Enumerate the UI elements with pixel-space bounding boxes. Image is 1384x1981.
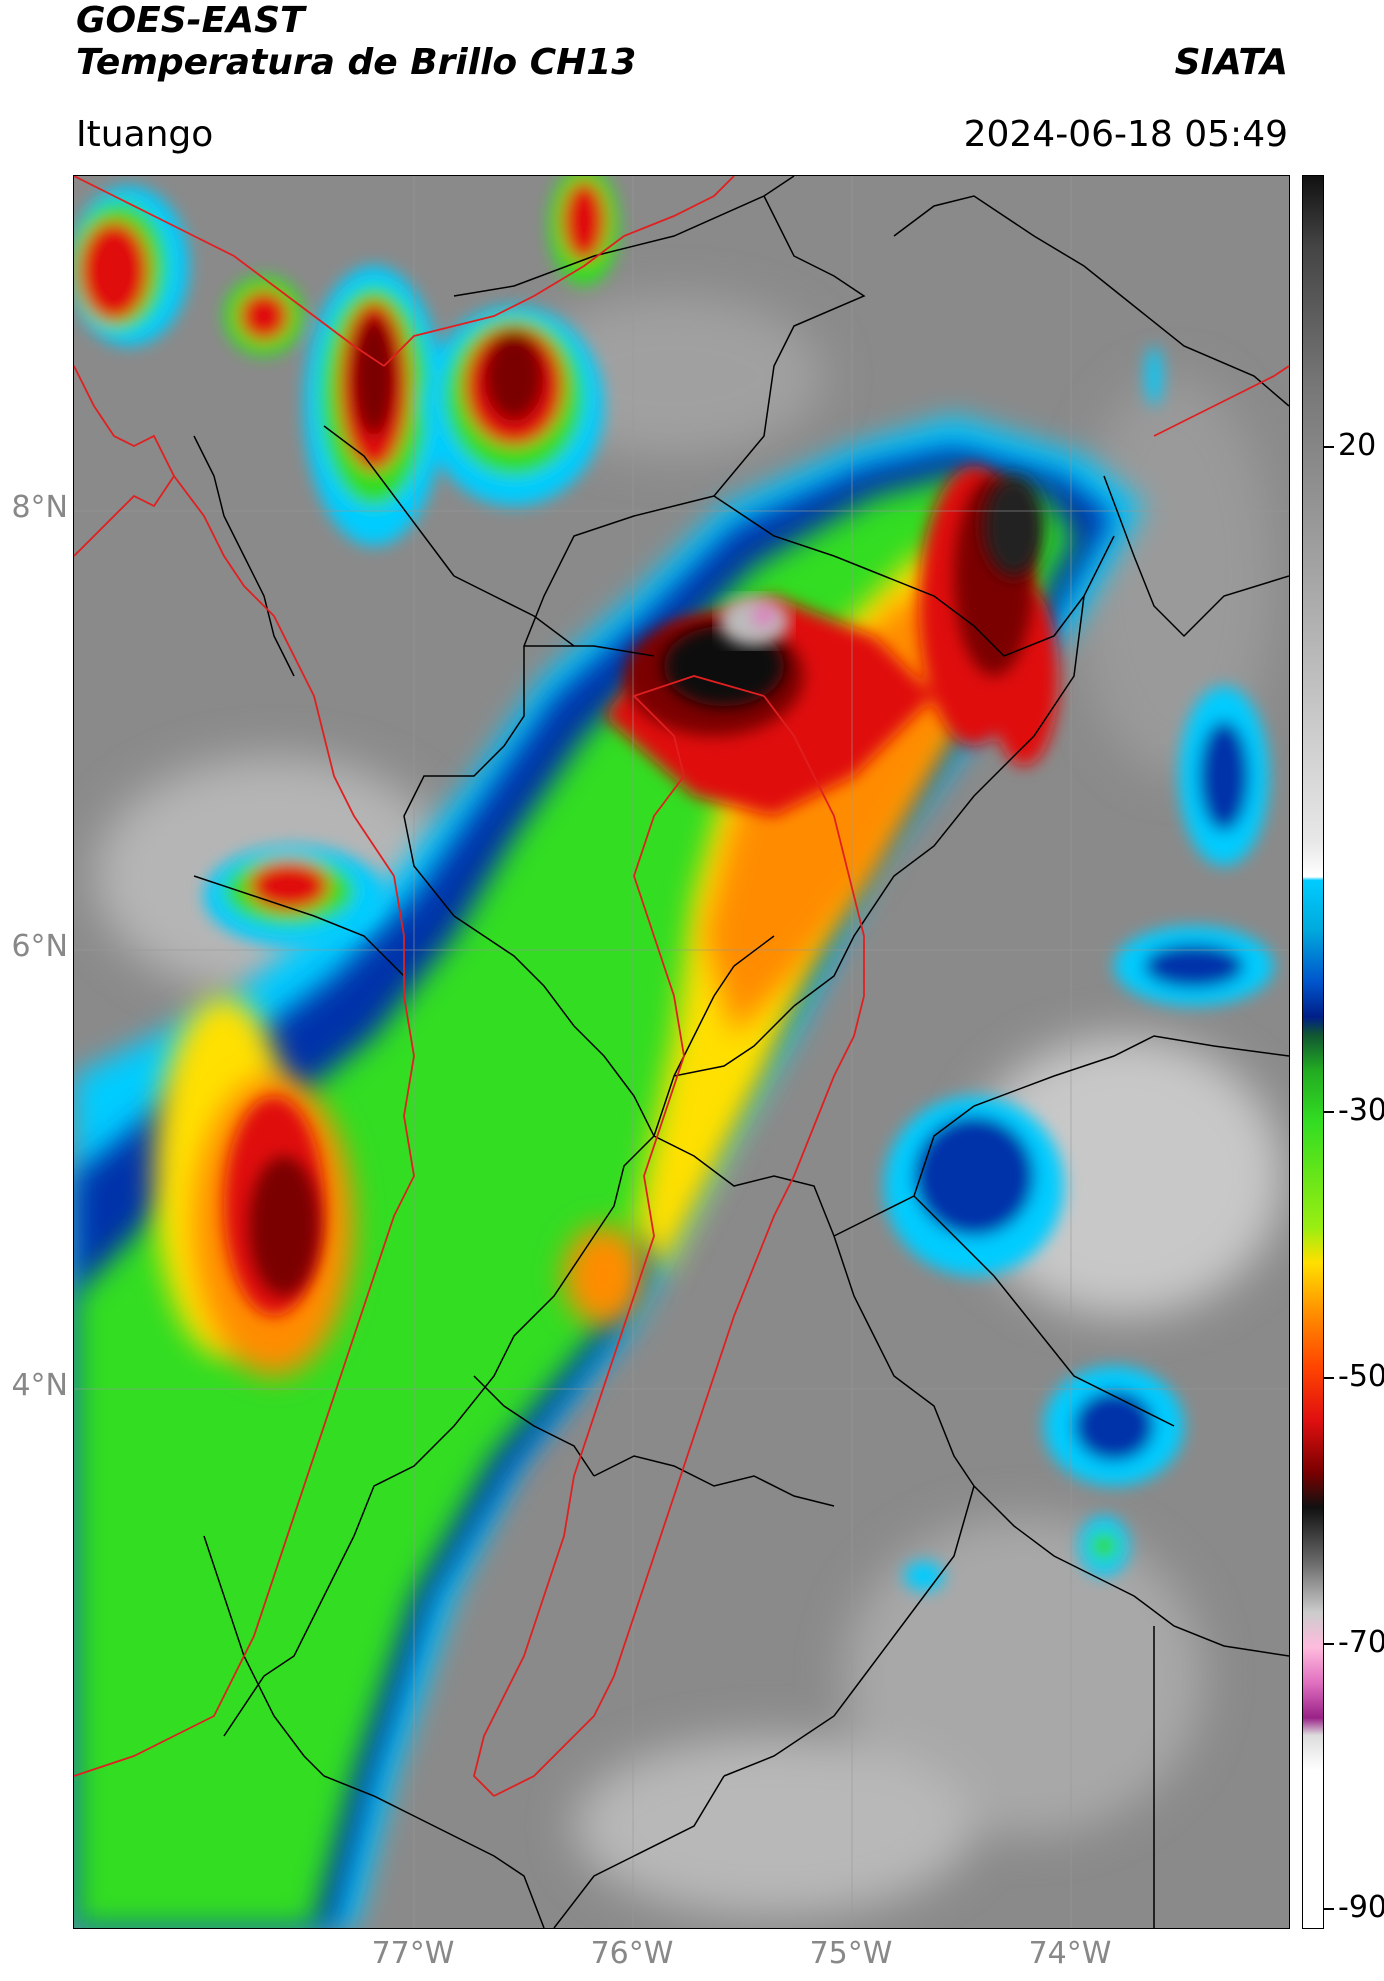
convective-band (74, 416, 1144, 1928)
colorbar-label-20: 20 (1338, 428, 1377, 463)
map-canvas (74, 176, 1289, 1928)
colorbar-tick-m50 (1324, 1377, 1334, 1379)
organization-label: SIATA (1174, 42, 1288, 83)
department-boundaries (193, 176, 1289, 1928)
timestamp-label: 2024-06-18 05:49 (963, 114, 1288, 155)
east-scattered-cells (884, 346, 1274, 1591)
satellite-map (73, 175, 1290, 1929)
colorbar-tick-m90 (1324, 1908, 1334, 1910)
colorbar-label-m50: -50 (1338, 1359, 1384, 1394)
national-boundaries (74, 176, 1289, 1797)
lon-label-74w: 74°W (1028, 1936, 1112, 1971)
lat-label-4n: 4°N (11, 1368, 68, 1403)
lon-label-75w: 75°W (809, 1936, 893, 1971)
temperature-colorbar (1302, 175, 1324, 1929)
lat-label-6n: 6°N (11, 929, 68, 964)
colorbar-label-m30: -30 (1338, 1093, 1384, 1128)
location-label: Ituango (76, 114, 214, 155)
colorbar-label-m90: -90 (1338, 1890, 1384, 1925)
title-line1: GOES-EAST (76, 0, 305, 41)
colorbar-label-m70: -70 (1338, 1625, 1384, 1660)
lon-label-77w: 77°W (371, 1936, 455, 1971)
colorbar-tick-20 (1324, 446, 1334, 448)
lat-label-8n: 8°N (11, 490, 68, 525)
lon-label-76w: 76°W (590, 1936, 674, 1971)
colorbar-tick-m70 (1324, 1643, 1334, 1645)
title-line2: Temperatura de Brillo CH13 (76, 42, 637, 83)
colorbar-tick-m30 (1324, 1111, 1334, 1113)
